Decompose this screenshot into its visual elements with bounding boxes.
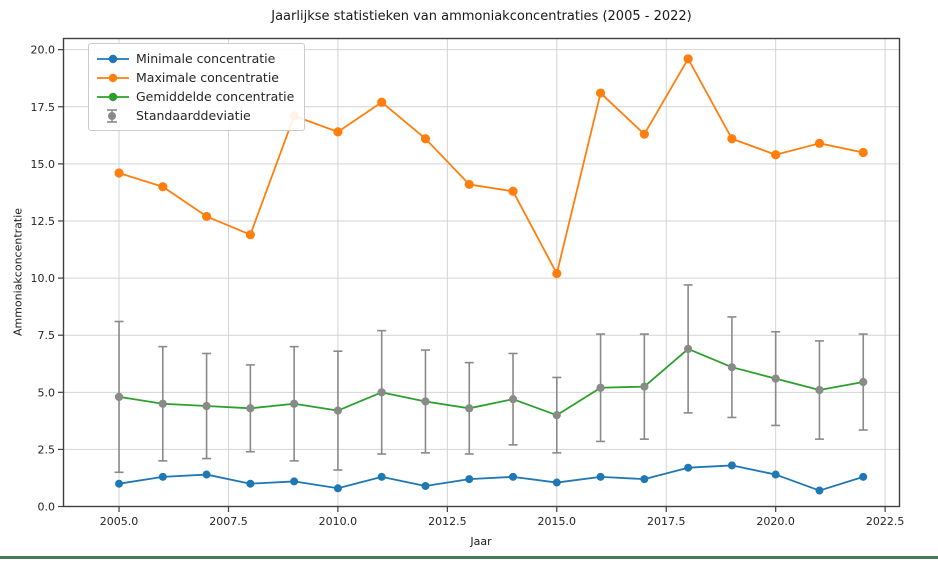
legend-item-standaarddeviatie: Standaarddeviatie [96, 106, 294, 125]
legend-item-minimale-concentratie: Minimale concentratie [96, 49, 294, 68]
legend-line-marker-icon [97, 92, 129, 101]
y-tick-label: 12.5 [31, 215, 56, 228]
y-tick-label: 10.0 [31, 272, 56, 285]
x-tick-label: 2015.0 [538, 515, 577, 528]
legend-label: Minimale concentratie [136, 51, 276, 66]
legend-item-maximale-concentratie: Maximale concentratie [96, 68, 294, 87]
y-axis-label: Ammoniakconcentratie [11, 207, 25, 337]
legend-label: Maximale concentratie [136, 70, 279, 85]
tick-marks [58, 49, 886, 512]
series-gemiddelde-concentratie [115, 344, 868, 420]
y-tick-label: 20.0 [31, 44, 56, 57]
y-tick-label: 7.5 [38, 329, 56, 342]
y-tick-label: 15.0 [31, 158, 56, 171]
legend-item-gemiddelde-concentratie: Gemiddelde concentratie [96, 87, 294, 106]
tick-labels: 2005.0 2007.5 2010.0 2012.5 2015.0 2017.5 2020… [31, 44, 905, 528]
axes-spines [62, 37, 901, 508]
legend-label: Standaarddeviatie [136, 108, 251, 123]
x-tick-label: 2022.5 [866, 515, 905, 528]
y-tick-label: 17.5 [31, 101, 56, 114]
legend: Minimale concentratie Maximale concentrat… [88, 43, 306, 131]
x-tick-label: 2005.0 [100, 515, 139, 528]
legend-label: Gemiddelde concentratie [136, 89, 295, 104]
x-tick-label: 2012.5 [428, 515, 467, 528]
x-tick-label: 2010.0 [319, 515, 358, 528]
x-axis-label: Jaar [470, 535, 492, 548]
series-standaarddeviatie-errorbars [114, 284, 868, 474]
x-tick-label: 2020.0 [756, 515, 795, 528]
legend-errorbar-icon [107, 108, 117, 123]
x-tick-label: 2007.5 [209, 515, 248, 528]
x-tick-label: 2017.5 [647, 515, 686, 528]
legend-line-marker-icon [97, 73, 129, 82]
legend-line-marker-icon [97, 54, 129, 63]
series-maximale-concentratie [114, 54, 868, 279]
y-tick-label: 0.0 [38, 501, 56, 514]
y-tick-label: 2.5 [38, 443, 56, 456]
series-minimale-concentratie [115, 461, 868, 495]
window-bottom-border [0, 556, 938, 564]
y-tick-label: 5.0 [38, 386, 56, 399]
chart-title: Jaarlijkse statistieken van ammoniakconc… [271, 9, 692, 24]
